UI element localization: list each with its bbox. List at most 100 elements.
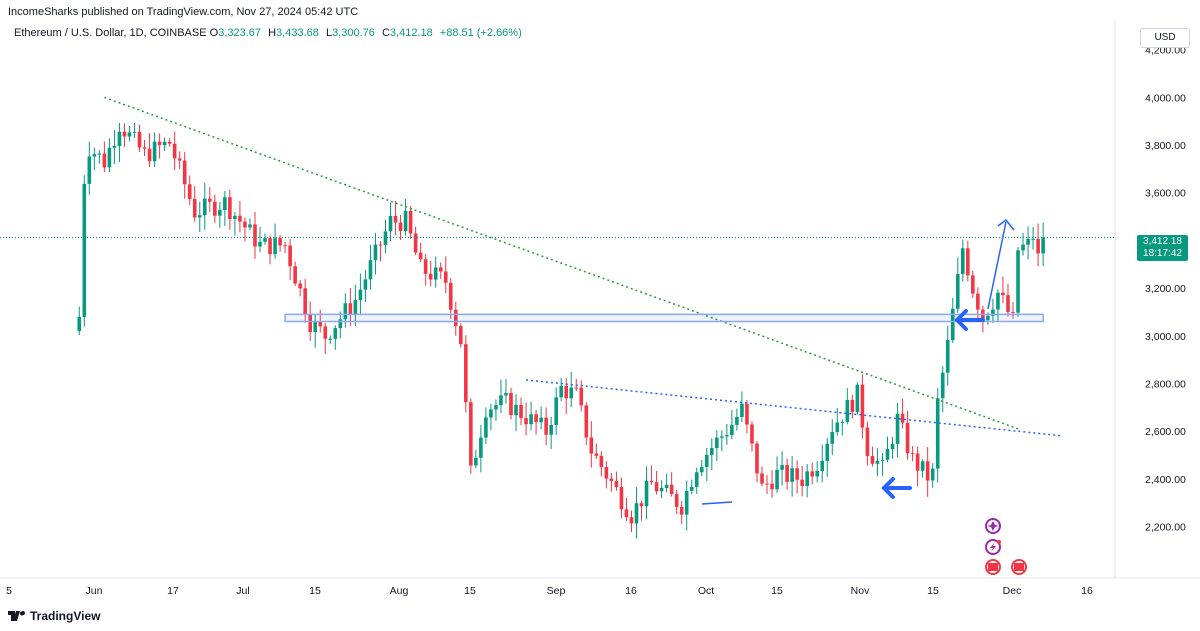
flash-dot xyxy=(997,540,1001,544)
candle-body xyxy=(167,141,172,144)
open-value: 3,323.67 xyxy=(218,27,262,39)
candle-body xyxy=(725,435,729,437)
candle-body xyxy=(584,405,589,438)
candle-body xyxy=(815,470,820,477)
candle-body xyxy=(218,209,222,216)
x-tick-label: Jun xyxy=(86,585,103,597)
candle-body xyxy=(1041,237,1045,254)
candle-body xyxy=(549,424,553,435)
candle-body xyxy=(187,184,192,200)
candle-body xyxy=(1031,238,1035,240)
time-axis[interactable]: 5 Jun 17 Jul 15 Aug 15 Sep 16 Oct 15 Nov 15 Dec 16 xyxy=(6,585,1093,597)
low-label: L xyxy=(325,27,333,39)
candle-body xyxy=(850,399,855,412)
candle-body xyxy=(403,210,408,231)
descending-trendline[interactable] xyxy=(104,96,1019,430)
candle-body xyxy=(609,478,614,481)
candle-body xyxy=(991,309,995,316)
candle-body xyxy=(775,469,779,490)
candle-body xyxy=(418,252,423,260)
candle-body xyxy=(1006,295,1010,312)
symbol-name[interactable]: Ethereum / U.S. Dollar, 1D, COINBASE xyxy=(14,27,207,39)
candle-body xyxy=(925,461,930,481)
y-tick-label: 3,800.00 xyxy=(1145,140,1186,152)
x-tick-label: 15 xyxy=(927,585,939,597)
candle-body xyxy=(564,385,569,399)
drawings-layer xyxy=(0,96,1115,505)
bottom-arrow[interactable] xyxy=(882,477,912,499)
candle-body xyxy=(388,215,393,232)
candle-body xyxy=(122,131,127,137)
candle-body xyxy=(624,509,629,518)
price-axis[interactable]: 2,200.00 2,400.00 2,600.00 2,800.00 3,000.00… xyxy=(1145,45,1186,534)
candle-body xyxy=(614,480,619,488)
publisher-caption: IncomeSharks published on TradingView.co… xyxy=(8,6,359,18)
x-tick-label: 17 xyxy=(167,585,179,597)
candle-body xyxy=(157,141,162,146)
candle-body xyxy=(368,260,373,280)
candle-body xyxy=(1021,244,1025,251)
x-tick-label: Nov xyxy=(851,585,870,597)
candle-body xyxy=(494,405,498,410)
candle-body xyxy=(373,244,378,261)
close-value: 3,412.18 xyxy=(389,27,433,39)
candle-body xyxy=(966,248,970,276)
tradingview-logo[interactable]: TradingView xyxy=(8,609,100,623)
candle-body xyxy=(845,399,850,422)
candle-body xyxy=(875,460,880,464)
candle-body xyxy=(117,131,122,146)
x-tick-label: 15 xyxy=(771,585,783,597)
blue-dotted-trendline[interactable] xyxy=(525,379,1064,437)
x-tick-label: Aug xyxy=(390,585,409,597)
candle-body xyxy=(935,398,940,469)
candle-body xyxy=(855,384,860,412)
candle-body xyxy=(674,494,679,507)
change-value: +88.51 (+2.66%) xyxy=(439,27,522,39)
candle-body xyxy=(448,282,453,310)
candle-body xyxy=(860,384,865,428)
candle-body xyxy=(1011,311,1015,313)
retest-arrow[interactable] xyxy=(955,309,985,331)
candle-body xyxy=(343,303,348,320)
high-label: H xyxy=(268,27,277,39)
flash-icon-glyph xyxy=(990,542,996,552)
candle-body xyxy=(453,309,458,327)
currency-selector[interactable]: USD xyxy=(1140,28,1190,48)
candle-body xyxy=(950,308,955,340)
last-price-tag: 3,412.18 18:17:42 xyxy=(1137,235,1188,261)
candle-body xyxy=(358,289,363,301)
candle-body xyxy=(318,321,323,327)
candle-body xyxy=(192,199,197,218)
candle-body xyxy=(945,339,950,373)
candle-body xyxy=(77,316,82,332)
low-underline[interactable] xyxy=(701,501,733,505)
candle-body xyxy=(273,238,277,255)
candles-layer xyxy=(77,122,1045,539)
support-zone-box[interactable] xyxy=(284,313,1044,323)
candle-body xyxy=(263,238,267,242)
candle-body xyxy=(961,248,965,275)
candle-body xyxy=(413,233,418,253)
y-tick-label: 2,400.00 xyxy=(1145,474,1186,486)
projection-arrow[interactable] xyxy=(987,218,1015,310)
candle-body xyxy=(323,326,328,339)
candle-body xyxy=(82,183,87,317)
candle-body xyxy=(172,143,177,159)
candle-body xyxy=(569,387,574,399)
candle-body xyxy=(137,131,142,148)
candle-body xyxy=(107,147,112,168)
candle-body xyxy=(765,483,769,485)
candle-body xyxy=(393,215,398,223)
candle-body xyxy=(664,484,669,489)
candle-body xyxy=(835,422,840,433)
symbol-info-bar: Ethereum / U.S. Dollar, 1D, COINBASE O3,… xyxy=(14,27,522,39)
candle-body xyxy=(820,460,825,471)
candle-body xyxy=(464,344,468,403)
candle-body xyxy=(459,326,463,345)
candle-body xyxy=(288,245,292,267)
candle-body xyxy=(1016,250,1020,313)
x-tick-label: Sep xyxy=(547,585,566,597)
candle-body xyxy=(253,224,257,247)
candle-body xyxy=(634,503,639,524)
